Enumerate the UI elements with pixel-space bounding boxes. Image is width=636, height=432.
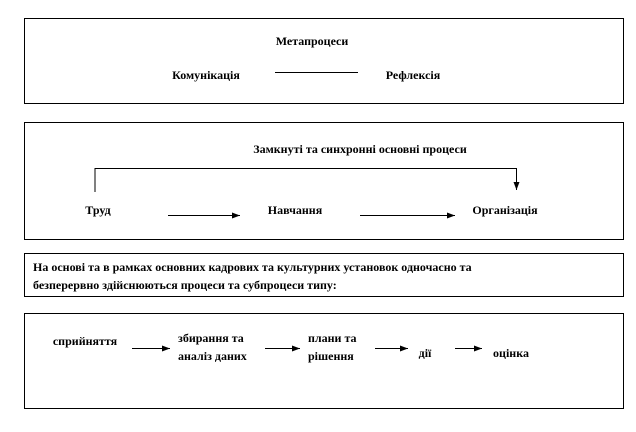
core-box [24,122,624,240]
core-step: Труд [85,203,110,217]
subprocess-box [24,313,624,409]
description-line: безперервно здійснюються процеси та субп… [33,278,337,292]
meta-left: Комунікація [172,68,240,82]
core-step: Організація [472,203,538,217]
loop-arrow [94,168,520,192]
meta-right: Рефлексія [386,68,441,82]
sub-step: рішення [308,349,354,363]
description-box [24,253,624,297]
core-step: Навчання [268,203,323,217]
sub-step: збирання та [178,331,244,345]
sub-step: сприйняття [53,334,118,348]
sub-step: плани та [308,331,357,345]
sub-step: дії [419,346,432,360]
core-title: Замкнуті та синхронні основні процеси [253,142,467,156]
description-line: На основі та в рамках основних кадрових … [33,260,472,274]
meta-title: Метапроцеси [276,34,349,48]
meta-box [24,18,624,104]
sub-step: оцінка [493,346,529,360]
sub-step: аналіз даних [178,349,247,363]
